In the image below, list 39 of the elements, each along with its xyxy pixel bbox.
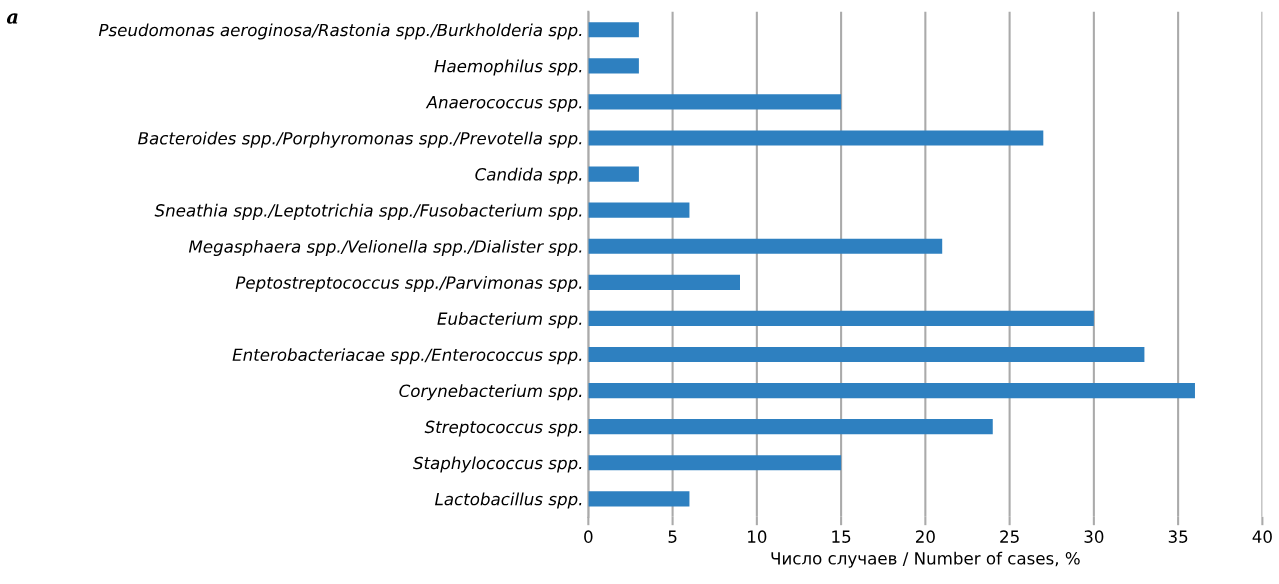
x-tick-label: 5 — [668, 530, 677, 543]
bar — [588, 58, 639, 74]
bar — [588, 455, 842, 471]
bar — [588, 491, 690, 507]
y-tick-label: Anaerococcus spp. — [425, 96, 582, 112]
bar — [588, 202, 690, 218]
y-tick-label: Enterobacteriacae spp./Enterococcus spp. — [232, 348, 582, 365]
y-tick-label: Pseudomonas aeroginosa/Rastonia spp./Burkholderia spp. — [98, 23, 582, 40]
x-tick-label: 40 — [1252, 530, 1272, 543]
x-tick-label: 0 — [584, 530, 593, 543]
bar — [588, 22, 639, 38]
y-tick-label: Haemophilus spp. — [434, 59, 582, 76]
y-tick-label: Staphylococcus spp. — [413, 456, 582, 473]
bar — [588, 274, 740, 290]
x-tick-label: 15 — [832, 530, 851, 543]
bar — [588, 166, 639, 182]
x-tick-label: 25 — [1000, 530, 1019, 543]
text: a — [6, 13, 18, 24]
y-tick-label: Bacteroides spp./Porphyromonas spp./Prevotella spp. — [138, 131, 582, 148]
bar — [588, 419, 993, 435]
y-tick-label: Lactobacillus spp. — [435, 492, 582, 509]
x-tick-label: 10 — [748, 530, 767, 543]
bar — [588, 238, 943, 254]
x-axis-title: Число случаев / Number of cases, % — [771, 551, 1080, 568]
bar — [588, 94, 842, 110]
y-tick-label: Sneathia spp./Leptotrichia spp./Fusobacterium spp. — [154, 203, 582, 220]
y-tick-label: Eubacterium spp. — [437, 312, 582, 329]
bar — [588, 310, 1094, 326]
x-tick-label: 35 — [1168, 530, 1188, 543]
bar — [588, 346, 1145, 363]
bar — [588, 382, 1195, 399]
x-tick-label: 30 — [1084, 530, 1104, 543]
y-tick-label: Corynebacterium spp. — [399, 384, 582, 401]
y-tick-label: Megasphaera spp./Velionella spp./Dialister spp. — [188, 239, 582, 257]
y-tick-label: Peptostreptococcus spp./Parvimonas spp. — [235, 275, 582, 293]
x-tick-label: 20 — [915, 530, 935, 543]
bar — [588, 130, 1044, 146]
y-tick-label: Candida spp. — [475, 167, 582, 184]
y-tick-label: Streptococcus spp. — [424, 420, 582, 437]
